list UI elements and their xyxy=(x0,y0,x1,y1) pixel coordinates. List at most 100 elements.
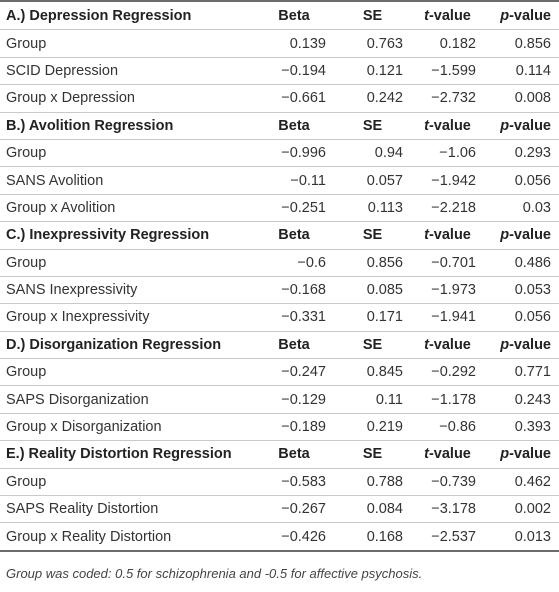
column-header-t-symbol: t xyxy=(424,227,429,244)
column-header-p-symbol: p xyxy=(500,336,510,353)
column-header-beta: Beta xyxy=(254,112,334,140)
cell-beta: −0.251 xyxy=(254,194,334,223)
regression-table: A.) Depression Regression Beta SE t-value p-… xyxy=(0,3,559,552)
column-header-t-value: t-value xyxy=(411,221,484,250)
cell-beta: −0.129 xyxy=(254,385,334,414)
cell-se: 0.171 xyxy=(334,303,411,332)
row-label: SAPS Reality Distortion xyxy=(0,495,254,524)
cell-t: −1.973 xyxy=(411,276,484,305)
row-label: Group xyxy=(0,468,254,497)
row-label: Group x Depression xyxy=(0,84,254,113)
table-row: Group 0.139 0.763 0.182 0.856 xyxy=(0,29,559,58)
cell-se: 0.219 xyxy=(334,413,411,442)
column-header-beta: Beta xyxy=(254,331,334,360)
table-body: A.) Depression Regression Beta SE t-value p-… xyxy=(0,3,559,552)
cell-t: −1.942 xyxy=(411,166,484,195)
column-header-p-value: p-value xyxy=(484,440,559,469)
table-row: Group x Inexpressivity −0.331 0.171 −1.941 0… xyxy=(0,303,559,332)
cell-beta: −0.194 xyxy=(254,57,334,86)
cell-p: 0.013 xyxy=(484,522,559,552)
column-header-p-symbol: p xyxy=(500,227,510,244)
cell-p: 0.462 xyxy=(484,468,559,497)
table-row: Group x Depression −0.661 0.242 −2.732 0.008 xyxy=(0,84,559,113)
row-label: SAPS Disorganization xyxy=(0,385,254,414)
row-label: SANS Avolition xyxy=(0,166,254,195)
cell-se: 0.085 xyxy=(334,276,411,305)
cell-se: 0.788 xyxy=(334,468,411,497)
cell-beta: −0.331 xyxy=(254,303,334,332)
column-header-p-symbol: p xyxy=(500,117,510,134)
column-header-beta: Beta xyxy=(254,221,334,250)
cell-se: 0.168 xyxy=(334,522,411,552)
cell-beta: −0.661 xyxy=(254,84,334,113)
section-title: C.) Inexpressivity Regression xyxy=(0,221,254,250)
column-header-p-suffix: -value xyxy=(509,8,551,25)
column-header-p-value: p-value xyxy=(484,112,559,140)
cell-se: 0.084 xyxy=(334,495,411,524)
cell-se: 0.94 xyxy=(334,139,411,168)
cell-p: 0.114 xyxy=(484,57,559,86)
section-title: E.) Reality Distortion Regression xyxy=(0,440,254,469)
row-label: SANS Inexpressivity xyxy=(0,276,254,305)
row-label: Group xyxy=(0,139,254,168)
cell-p: 0.243 xyxy=(484,385,559,414)
row-label: Group x Avolition xyxy=(0,194,254,223)
column-header-se: SE xyxy=(334,221,411,250)
column-header-se: SE xyxy=(334,112,411,140)
table-row: Group −0.583 0.788 −0.739 0.462 xyxy=(0,468,559,497)
cell-t: −1.06 xyxy=(411,139,484,168)
cell-t: 0.182 xyxy=(411,29,484,58)
cell-se: 0.845 xyxy=(334,358,411,387)
table-row: SANS Inexpressivity −0.168 0.085 −1.973 0.05… xyxy=(0,276,559,305)
cell-beta: −0.247 xyxy=(254,358,334,387)
row-label: Group xyxy=(0,29,254,58)
cell-se: 0.121 xyxy=(334,57,411,86)
cell-t: −0.739 xyxy=(411,468,484,497)
section-title: D.) Disorganization Regression xyxy=(0,331,254,360)
cell-p: 0.008 xyxy=(484,84,559,113)
column-header-se: SE xyxy=(334,440,411,469)
table-row: Group x Reality Distortion −0.426 0.168 −2.… xyxy=(0,522,559,552)
column-header-se: SE xyxy=(334,331,411,360)
column-header-p-value: p-value xyxy=(484,331,559,360)
cell-t: −3.178 xyxy=(411,495,484,524)
table-row: SAPS Disorganization −0.129 0.11 −1.178 0.24… xyxy=(0,385,559,414)
cell-p: 0.002 xyxy=(484,495,559,524)
column-header-p-suffix: -value xyxy=(509,117,551,134)
column-header-t-suffix: -value xyxy=(428,227,471,244)
cell-p: 0.03 xyxy=(484,194,559,223)
cell-beta: −0.189 xyxy=(254,413,334,442)
cell-p: 0.056 xyxy=(484,166,559,195)
section-header-row: D.) Disorganization Regression Beta SE t-va… xyxy=(0,331,559,360)
cell-t: −0.292 xyxy=(411,358,484,387)
column-header-beta: Beta xyxy=(254,3,334,31)
table-row: SANS Avolition −0.11 0.057 −1.942 0.056 xyxy=(0,166,559,195)
table-row: Group x Avolition −0.251 0.113 −2.218 0.03 xyxy=(0,194,559,223)
cell-p: 0.771 xyxy=(484,358,559,387)
cell-p: 0.856 xyxy=(484,29,559,58)
cell-t: −0.701 xyxy=(411,249,484,277)
table-row: Group −0.6 0.856 −0.701 0.486 xyxy=(0,249,559,277)
cell-beta: −0.583 xyxy=(254,468,334,497)
cell-beta: 0.139 xyxy=(254,29,334,58)
column-header-p-symbol: p xyxy=(500,8,510,25)
cell-beta: −0.168 xyxy=(254,276,334,305)
column-header-t-suffix: -value xyxy=(428,446,471,463)
column-header-p-suffix: -value xyxy=(509,336,551,353)
row-label: Group xyxy=(0,358,254,387)
row-label: Group x Inexpressivity xyxy=(0,303,254,332)
column-header-t-symbol: t xyxy=(424,117,429,134)
cell-p: 0.486 xyxy=(484,249,559,277)
section-header-row: E.) Reality Distortion Regression Beta SE t… xyxy=(0,440,559,469)
cell-beta: −0.996 xyxy=(254,139,334,168)
cell-se: 0.11 xyxy=(334,385,411,414)
cell-se: 0.763 xyxy=(334,29,411,58)
cell-beta: −0.11 xyxy=(254,166,334,195)
column-header-p-value: p-value xyxy=(484,221,559,250)
column-header-p-value: p-value xyxy=(484,3,559,31)
cell-se: 0.057 xyxy=(334,166,411,195)
cell-t: −1.599 xyxy=(411,57,484,86)
cell-beta: −0.267 xyxy=(254,495,334,524)
column-header-t-symbol: t xyxy=(424,8,429,25)
